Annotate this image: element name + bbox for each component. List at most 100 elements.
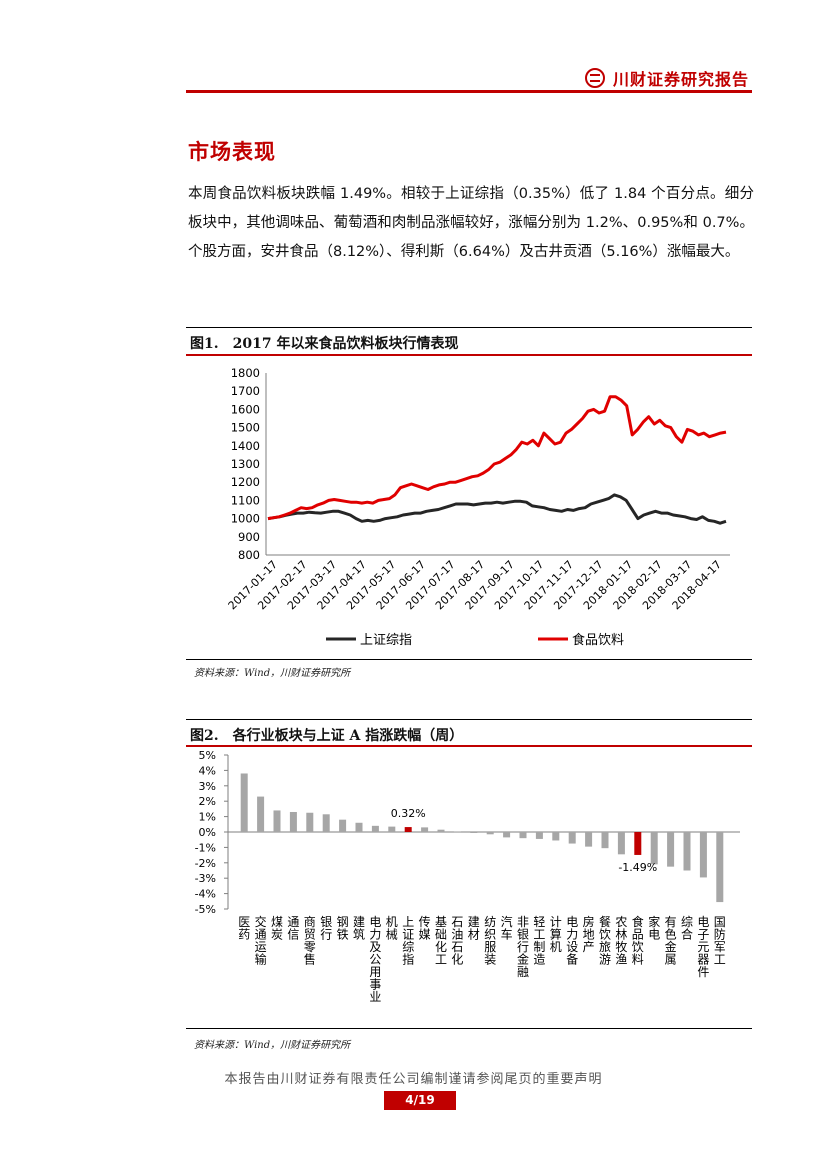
y-tick-label: 1700 [231,384,260,398]
x-category-label: 商贸零售 [304,914,316,967]
x-category-label: 家电 [648,914,660,942]
y-tick-label: 1500 [231,421,260,435]
y-tick-label: 2% [199,795,216,808]
page-number: 4/19 [384,1091,456,1110]
bar [437,829,445,832]
figure1-red-rule [186,354,752,356]
y-tick-label: 4% [199,764,216,777]
data-label: -1.49% [618,861,657,874]
figure1-top-rule [186,327,752,328]
x-category-label: 计算机 [550,915,562,954]
y-tick-label: -4% [195,888,216,901]
x-category-label: 国防军工 [714,915,726,967]
bar [355,822,363,832]
bar-chart: 5% 4% 3% 2% 1% 0% -1% -2% -3% -4% -5% 医药交通运输煤炭通信商贸零… [195,749,740,1004]
x-category-label: 房地产 [583,914,595,954]
x-category-label: 电子元器件 [697,915,709,979]
x-category-label: 农林牧渔 [615,915,627,967]
bar [339,819,347,832]
y-tick-label: 1400 [231,439,260,453]
bar [568,832,576,844]
y-tick-label: 800 [238,548,260,562]
figure2-bottom-rule [186,1028,752,1029]
y-tick-label: 1600 [231,402,260,416]
bar [535,832,543,839]
bar [617,832,625,855]
x-category-label: 通信 [287,915,299,942]
y-tick-label: 0% [199,826,216,839]
bar [601,832,609,849]
bar [404,827,412,832]
x-category-label: 机械 [386,915,398,942]
section-paragraph: 本周食品饮料板块跌幅 1.49%。相较于上证综指（0.35%）低了 1.84 个… [188,186,754,260]
brand-logo-icon [584,68,605,88]
bar [585,832,593,847]
x-category-label: 医药 [238,915,250,942]
legend-label: 食品饮料 [572,632,624,648]
y-tick-label: -1% [195,841,216,854]
legend-label: 上证综指 [360,633,412,648]
x-category-label: 非银行金融 [517,915,529,979]
bar [322,814,330,832]
x-category-label: 纺织服装 [484,915,496,967]
bar [453,831,461,833]
bar [486,832,494,835]
x-category-label: 轻工制造 [533,915,545,967]
x-category-label: 食品饮料 [632,914,644,967]
bar [716,832,724,903]
figure1-number: 图1. [190,336,219,352]
y-tick-label: -5% [195,903,216,916]
x-category-label: 上证综指 [402,915,414,967]
x-category-label: 交通运输 [255,914,267,967]
y-tick-label: 900 [238,530,260,544]
series-line-shanghai-composite [267,493,727,525]
figure2-top-rule [186,719,752,720]
y-tick-label: 1800 [231,366,260,380]
figure1-source: 资料来源：Wind，川财证券研究所 [194,668,351,679]
bar [634,832,642,855]
header-rule [186,90,752,93]
x-category-label: 综合 [681,915,693,942]
footer-disclaimer: 本报告由川财证券有限责任公司编制谨请参阅尾页的重要声明 [224,1072,603,1087]
bar [371,825,379,832]
bar [240,773,248,832]
y-tick-label: 1300 [231,457,260,471]
line-chart: 1800 1700 1600 1500 1400 1300 1200 1100 1000 900 8… [226,366,730,648]
bar [257,796,265,832]
y-tick-label: 1200 [231,475,260,489]
x-category-label: 钢铁 [337,915,349,942]
y-tick-label: 5% [199,749,216,762]
figure2-title-text: 各行业板块与上证 A 指涨跌幅（周） [232,728,464,744]
bar [699,832,707,878]
report-brand: 川财证券研究报告 [584,66,749,90]
x-category-label: 传媒 [419,914,431,942]
figure1-title: 图1. 2017 年以来食品饮料板块行情表现 [190,333,458,353]
bar [289,811,297,832]
figure2-number: 图2. [190,728,219,744]
bar [519,832,527,839]
x-category-label: 建筑 [353,915,365,942]
x-category-label: 电力设备 [566,915,578,967]
bar [667,832,675,867]
bar [306,812,314,832]
bar [503,832,511,838]
figure1-bottom-rule [186,659,752,660]
figure1-title-text: 2017 年以来食品饮料板块行情表现 [232,336,459,352]
y-tick-label: 1100 [231,493,260,507]
bar [273,810,281,832]
x-category-label: 电力及公用事业 [369,915,381,1004]
bar [388,826,396,832]
bar [683,832,691,871]
figure2-title: 图2. 各行业板块与上证 A 指涨跌幅（周） [190,725,463,745]
bar [552,832,560,841]
y-tick-label: 1% [199,811,216,824]
x-category-label: 有色金属 [665,915,677,967]
bar [650,832,658,865]
figure2-source: 资料来源：Wind，川财证券研究所 [194,1040,351,1051]
x-category-label: 石油石化 [451,915,463,967]
x-category-label: 汽车 [501,914,513,942]
series-line-food-beverage [267,395,727,521]
x-category-label: 煤炭 [271,915,283,942]
x-category-label: 银行 [320,915,332,942]
bar [470,832,478,833]
